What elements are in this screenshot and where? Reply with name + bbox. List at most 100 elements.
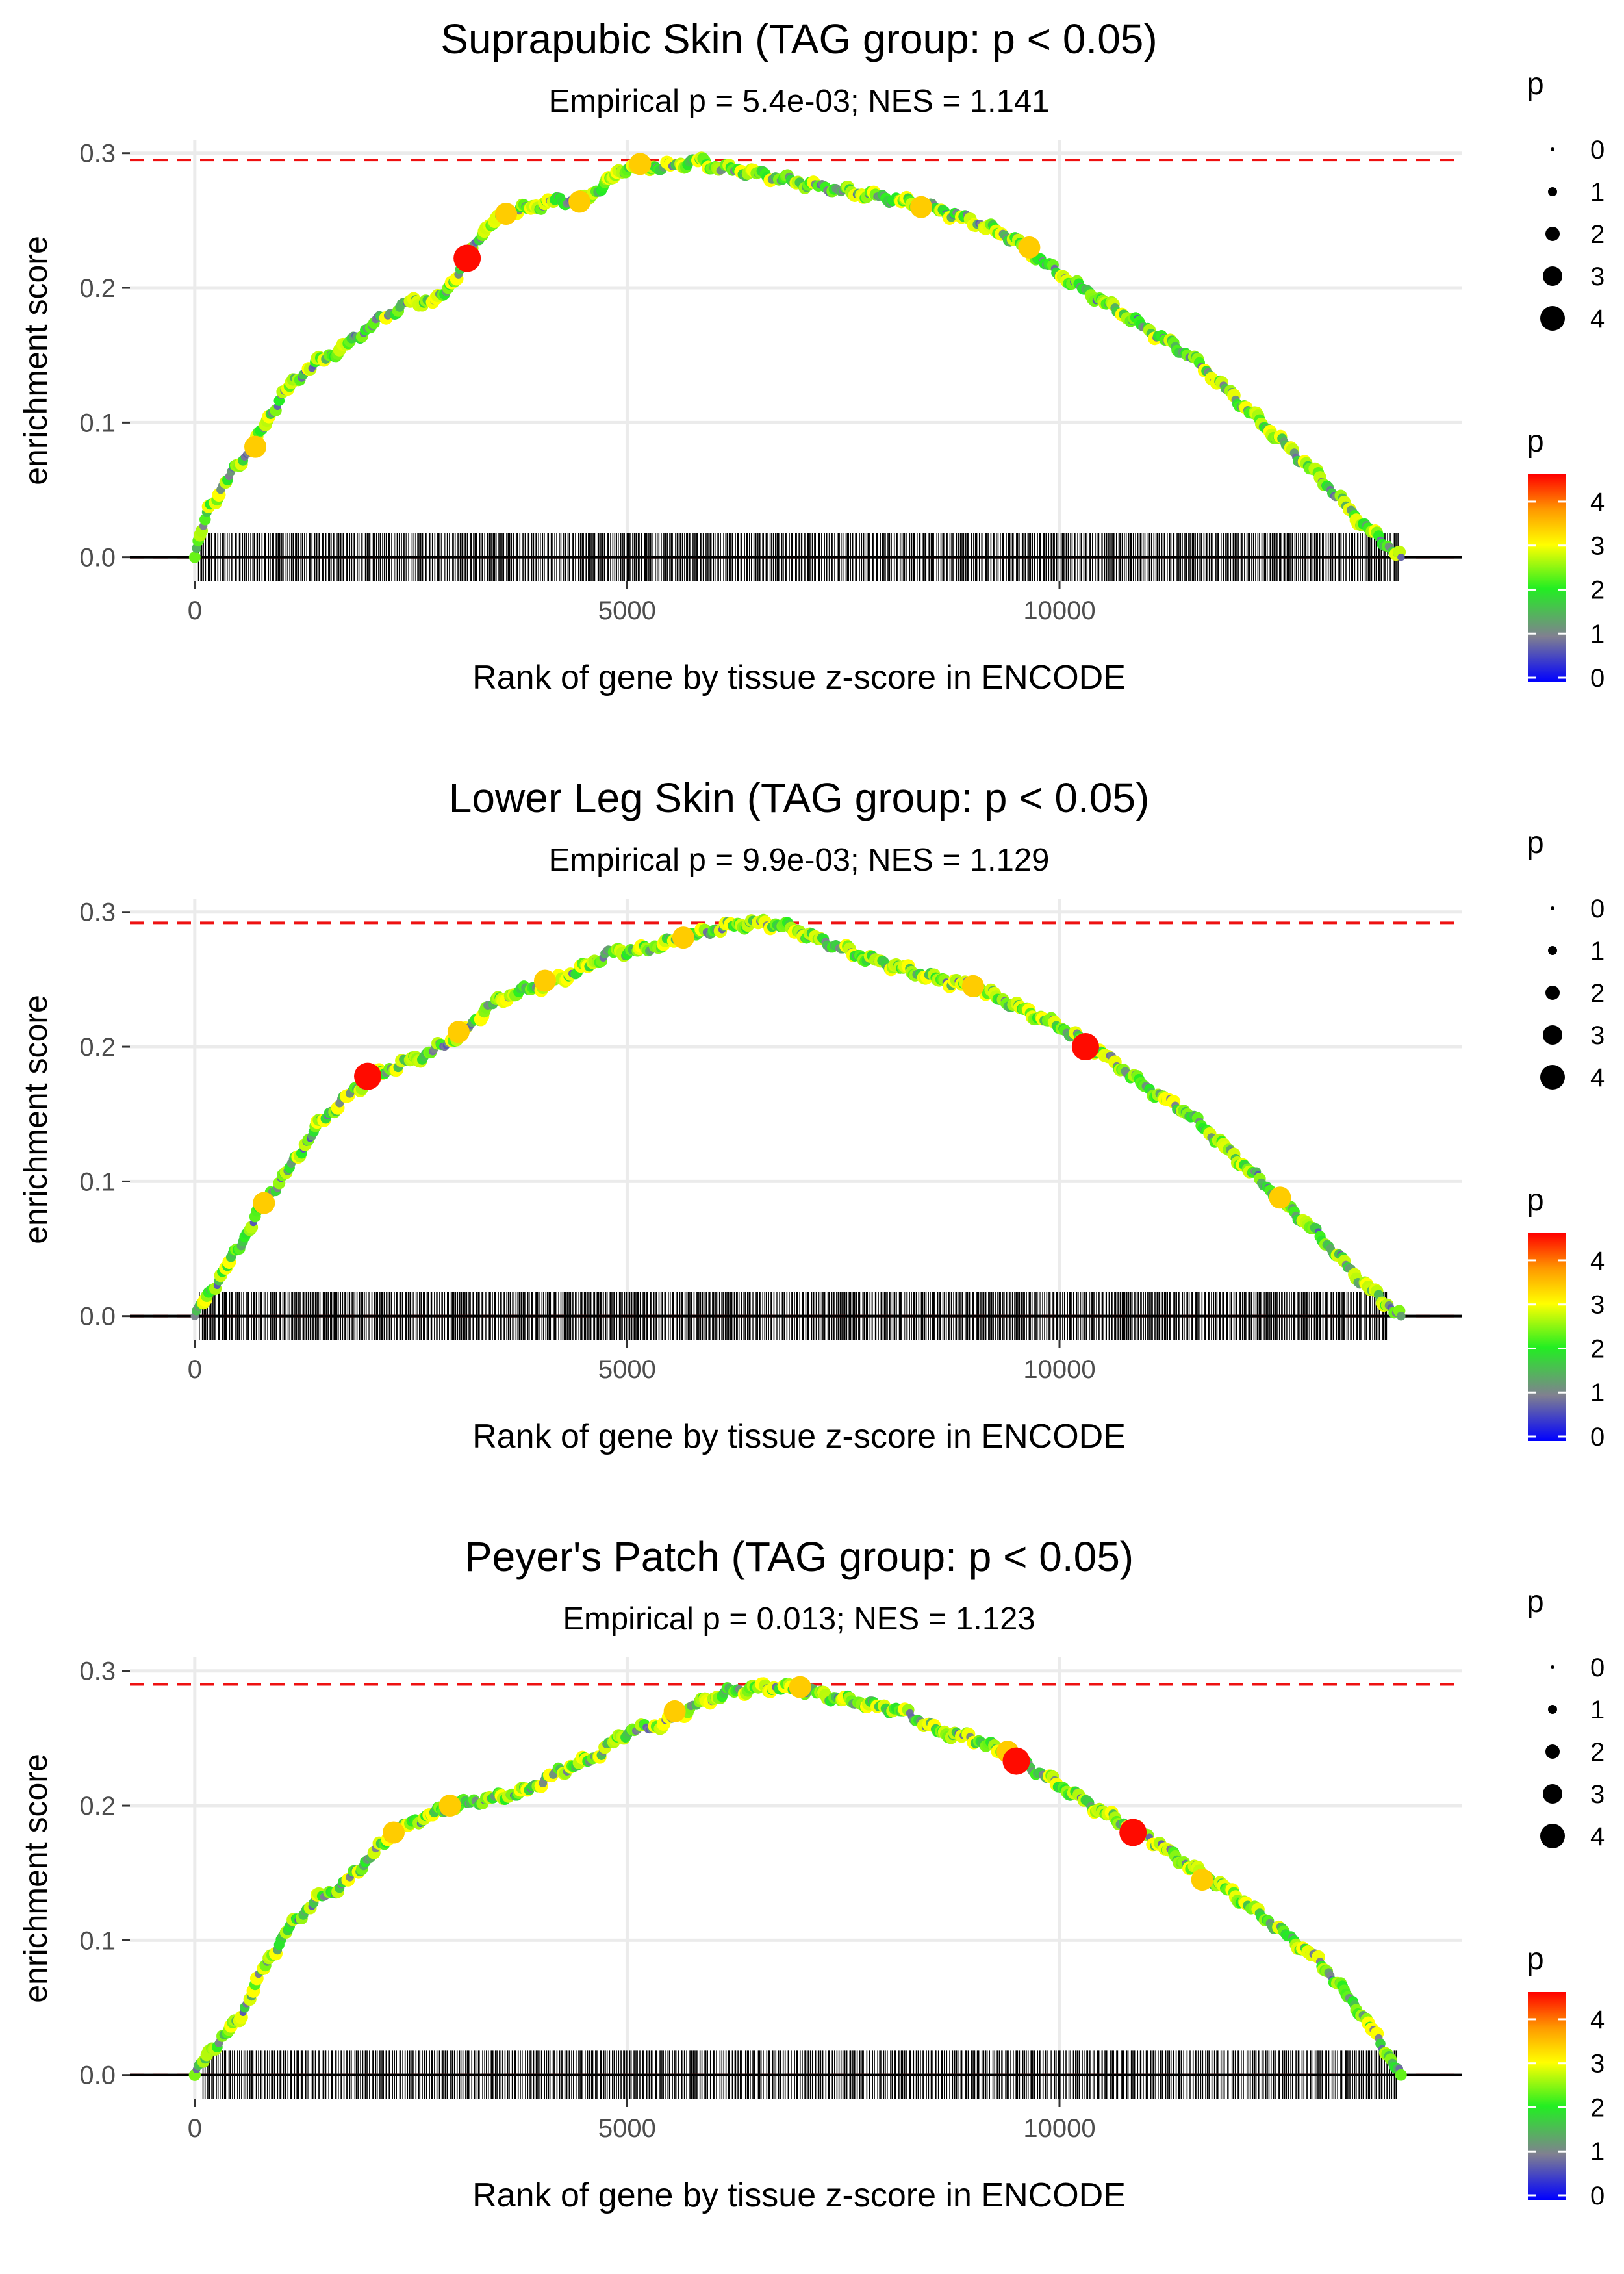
highlight-point — [568, 190, 591, 213]
y-tick-label: 0.0 — [79, 1303, 116, 1331]
size-legend-dot — [1548, 946, 1557, 955]
highlight-point — [1269, 1186, 1291, 1209]
highlight-point — [354, 1062, 382, 1090]
y-tick-label: 0.2 — [79, 274, 116, 303]
highlight-point — [1071, 1033, 1099, 1061]
x-axis-label: Rank of gene by tissue z-score in ENCODE — [472, 1418, 1126, 1455]
size-legend: p 0 1 2 3 4 — [1527, 826, 1605, 1092]
x-axis-label: Rank of gene by tissue z-score in ENCODE — [472, 659, 1126, 696]
y-axis: 0.0 0.1 0.2 0.3 — [79, 140, 130, 572]
color-legend-label: 1 — [1590, 1379, 1605, 1407]
size-legend-dot — [1551, 1665, 1554, 1669]
color-legend-label: 1 — [1590, 2138, 1605, 2166]
size-legend-dot — [1545, 986, 1560, 1000]
curve-point — [1397, 553, 1405, 561]
enrichment-curve — [188, 1676, 1407, 2081]
size-legend-label: 4 — [1590, 1822, 1605, 1851]
size-legend-dot — [1551, 906, 1554, 910]
size-legend-label: 1 — [1590, 178, 1605, 207]
x-tick-label: 0 — [188, 1355, 202, 1384]
size-legend-label: 1 — [1590, 937, 1605, 965]
size-legend-dot — [1540, 306, 1565, 331]
size-legend-label: 2 — [1590, 220, 1605, 249]
highlight-point — [629, 153, 652, 175]
y-axis: 0.0 0.1 0.2 0.3 — [79, 899, 130, 1331]
color-legend-bar — [1528, 1992, 1566, 2200]
color-legend-title: p — [1527, 1942, 1544, 1976]
size-legend-label: 4 — [1590, 1064, 1605, 1092]
size-legend-title: p — [1527, 826, 1544, 860]
y-axis-label: enrichment score — [18, 1754, 54, 2003]
size-legend-label: 3 — [1590, 1780, 1605, 1809]
highlight-point — [438, 1795, 461, 1817]
panel-2: Lower Leg Skin (TAG group: p < 0.05) Empi… — [18, 774, 1605, 1455]
highlight-point — [663, 1700, 686, 1722]
x-tick-label: 10000 — [1023, 596, 1095, 625]
y-axis-label: enrichment score — [18, 995, 54, 1244]
color-legend-label: 2 — [1590, 576, 1605, 604]
chart-subtitle: Empirical p = 9.9e-03; NES = 1.129 — [549, 843, 1050, 878]
highlight-point — [453, 244, 481, 272]
size-legend-title: p — [1527, 1585, 1544, 1619]
highlight-point — [495, 203, 518, 225]
size-legend: p 0 1 2 3 4 — [1527, 67, 1605, 333]
y-tick-label: 0.1 — [79, 1168, 116, 1196]
size-legend-dot — [1543, 1784, 1562, 1804]
size-legend-dot — [1545, 1744, 1560, 1759]
chart-subtitle: Empirical p = 5.4e-03; NES = 1.141 — [549, 84, 1050, 119]
x-axis: 0 5000 10000 — [188, 2099, 1096, 2143]
x-tick-label: 5000 — [598, 1355, 656, 1384]
color-legend-label: 2 — [1590, 1335, 1605, 1363]
size-legend-dot — [1545, 227, 1560, 241]
y-tick-label: 0.3 — [79, 899, 116, 927]
panel-3: Peyer's Patch (TAG group: p < 0.05) Empir… — [18, 1533, 1605, 2214]
curve-point — [1397, 1311, 1406, 1321]
curve-point — [188, 551, 201, 563]
chart-subtitle: Empirical p = 0.013; NES = 1.123 — [563, 1602, 1035, 1637]
size-legend-dot — [1543, 1025, 1562, 1045]
chart-title: Peyer's Patch (TAG group: p < 0.05) — [464, 1533, 1134, 1580]
y-tick-label: 0.1 — [79, 1926, 116, 1955]
color-legend-label: 0 — [1590, 1423, 1605, 1451]
y-tick-label: 0.2 — [79, 1033, 116, 1062]
highlight-point — [1191, 1869, 1213, 1891]
color-legend-bar — [1528, 1233, 1566, 1441]
x-tick-label: 5000 — [598, 596, 656, 625]
size-legend-label: 3 — [1590, 262, 1605, 291]
color-legend-title: p — [1527, 1183, 1544, 1218]
size-legend-label: 0 — [1590, 1654, 1605, 1682]
y-tick-label: 0.2 — [79, 1792, 116, 1820]
size-legend-title: p — [1527, 67, 1544, 101]
gridlines — [130, 1657, 1462, 2099]
color-legend-label: 0 — [1590, 2182, 1605, 2210]
highlight-point — [1119, 1819, 1147, 1846]
chart-title: Suprapubic Skin (TAG group: p < 0.05) — [440, 16, 1157, 62]
y-tick-label: 0.0 — [79, 544, 116, 572]
color-legend-label: 1 — [1590, 620, 1605, 648]
color-legend-label: 0 — [1590, 664, 1605, 693]
panel-1: Suprapubic Skin (TAG group: p < 0.05) Emp… — [18, 16, 1605, 696]
highlight-point — [383, 1821, 405, 1844]
highlight-point — [1002, 1747, 1030, 1775]
highlight-point — [672, 926, 694, 949]
x-axis: 0 5000 10000 — [188, 1340, 1096, 1384]
highlight-point — [910, 196, 933, 218]
size-legend-label: 2 — [1590, 1738, 1605, 1767]
highlight-point — [447, 1021, 470, 1043]
x-axis-label: Rank of gene by tissue z-score in ENCODE — [472, 2177, 1126, 2214]
x-tick-label: 10000 — [1023, 1355, 1095, 1384]
enrichment-curve — [190, 913, 1406, 1321]
size-legend-label: 0 — [1590, 895, 1605, 923]
color-legend-title: p — [1527, 424, 1544, 459]
highlight-point — [789, 1676, 811, 1698]
y-axis: 0.0 0.1 0.2 0.3 — [79, 1657, 130, 2090]
size-legend-dot — [1540, 1824, 1565, 1848]
color-legend-label: 4 — [1590, 488, 1605, 517]
color-legend-label: 2 — [1590, 2093, 1605, 2122]
highlight-point — [253, 1192, 275, 1214]
size-legend-label: 3 — [1590, 1021, 1605, 1050]
color-legend: p 0 1 2 3 4 — [1527, 1183, 1605, 1451]
size-legend-dot — [1543, 266, 1562, 286]
size-legend-dot — [1548, 1705, 1557, 1714]
